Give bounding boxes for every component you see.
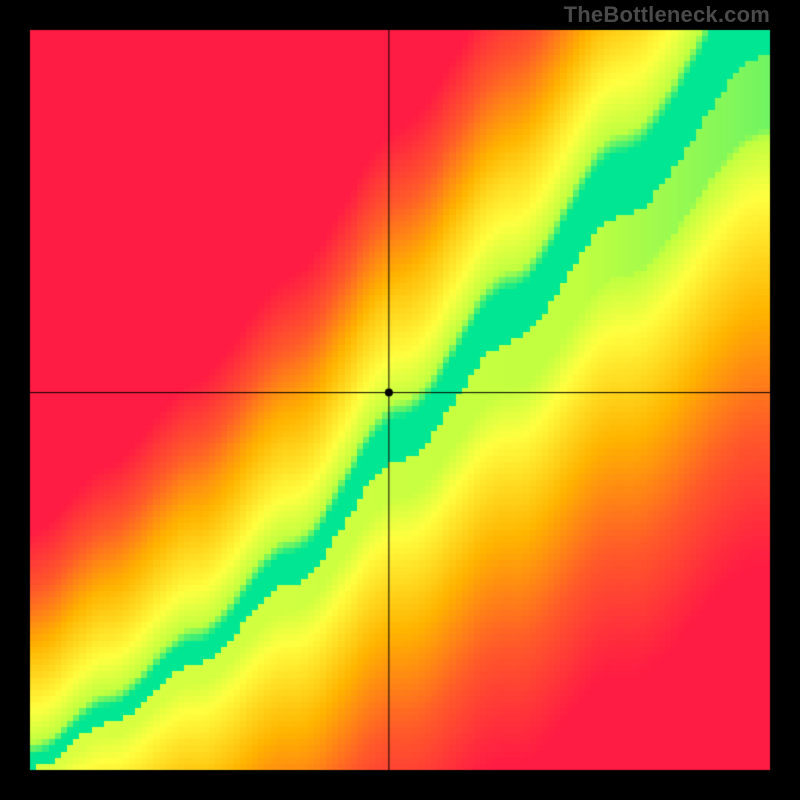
bottleneck-heatmap [0, 0, 800, 800]
watermark-text: TheBottleneck.com [564, 2, 770, 28]
chart-container: { "watermark": "TheBottleneck.com", "can… [0, 0, 800, 800]
